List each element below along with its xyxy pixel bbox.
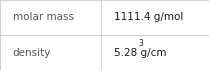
Text: molar mass: molar mass bbox=[13, 13, 74, 22]
Text: 1111.4 g/mol: 1111.4 g/mol bbox=[114, 13, 183, 22]
Text: 3: 3 bbox=[138, 39, 143, 48]
Text: density: density bbox=[13, 48, 51, 57]
Text: 5.28 g/cm: 5.28 g/cm bbox=[114, 48, 166, 57]
